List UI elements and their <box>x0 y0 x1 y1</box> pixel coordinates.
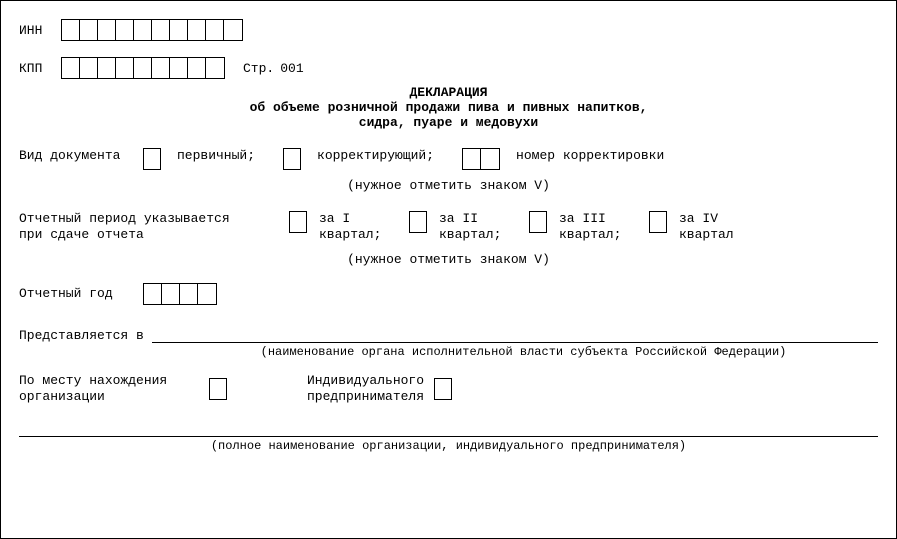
present-label: Представляется в <box>19 328 144 343</box>
title-line3: сидра, пуаре и медовухи <box>19 115 878 130</box>
org-name-caption: (полное наименование организации, индиви… <box>19 439 878 453</box>
q1-l1: за I <box>319 211 389 227</box>
period-label: Отчетный период указывается при сдаче от… <box>19 211 269 244</box>
org-l2: организации <box>19 389 199 405</box>
inn-row: ИНН <box>19 19 878 41</box>
year-cells[interactable] <box>143 283 217 305</box>
present-caption: (наименование органа исполнительной влас… <box>19 345 878 359</box>
q3-l1: за III <box>559 211 629 227</box>
org-l1: По месту нахождения <box>19 373 199 389</box>
correction-num-cells[interactable] <box>462 148 500 170</box>
present-row: Представляется в <box>19 327 878 343</box>
title-line1: ДЕКЛАРАЦИЯ <box>19 85 878 100</box>
page-label: Стр. <box>243 61 274 76</box>
org-label: По месту нахождения организации <box>19 373 199 406</box>
period-note: (нужное отметить знаком V) <box>19 252 878 267</box>
org-name-underline[interactable] <box>19 423 878 437</box>
doc-type-row: Вид документа первичный; корректирующий;… <box>19 148 878 170</box>
title-line2: об объеме розничной продажи пива и пивны… <box>19 100 878 115</box>
present-underline[interactable] <box>152 327 878 343</box>
doc-type-label: Вид документа <box>19 148 137 163</box>
kpp-label: КПП <box>19 61 61 76</box>
org-checkbox[interactable] <box>209 378 227 400</box>
ip-label: Индивидуального предпринимателя <box>307 373 424 406</box>
q4-checkbox[interactable] <box>649 211 667 233</box>
period-row: Отчетный период указывается при сдаче от… <box>19 211 878 244</box>
ip-checkbox[interactable] <box>434 378 452 400</box>
primary-label: первичный; <box>177 148 255 163</box>
period-label-l2: при сдаче отчета <box>19 227 269 243</box>
year-row: Отчетный год <box>19 283 878 305</box>
q3-checkbox[interactable] <box>529 211 547 233</box>
correcting-label: корректирующий; <box>317 148 434 163</box>
location-row: По месту нахождения организации Индивиду… <box>19 373 878 406</box>
doc-type-note: (нужное отметить знаком V) <box>19 178 878 193</box>
q4-l2: квартал <box>679 227 734 243</box>
correction-num-label: номер корректировки <box>516 148 664 163</box>
q3-l2: квартал; <box>559 227 629 243</box>
q1-checkbox[interactable] <box>289 211 307 233</box>
page-number: 001 <box>280 61 303 76</box>
inn-label: ИНН <box>19 23 61 38</box>
q2-checkbox[interactable] <box>409 211 427 233</box>
q2-l2: квартал; <box>439 227 509 243</box>
q1-label: за I квартал; <box>319 211 389 244</box>
q3-label: за III квартал; <box>559 211 629 244</box>
q2-l1: за II <box>439 211 509 227</box>
ip-l2: предпринимателя <box>307 389 424 405</box>
year-label: Отчетный год <box>19 286 137 301</box>
title-block: ДЕКЛАРАЦИЯ об объеме розничной продажи п… <box>19 85 878 130</box>
correcting-checkbox[interactable] <box>283 148 301 170</box>
kpp-row: КПП Стр. 001 <box>19 57 878 79</box>
kpp-cells[interactable] <box>61 57 225 79</box>
primary-checkbox[interactable] <box>143 148 161 170</box>
period-label-l1: Отчетный период указывается <box>19 211 269 227</box>
q2-label: за II квартал; <box>439 211 509 244</box>
inn-cells[interactable] <box>61 19 243 41</box>
form-page: ИНН КПП Стр. 001 ДЕКЛАРАЦИЯ об объеме ро… <box>0 0 897 539</box>
q4-l1: за IV <box>679 211 734 227</box>
q4-label: за IV квартал <box>679 211 734 244</box>
ip-l1: Индивидуального <box>307 373 424 389</box>
q1-l2: квартал; <box>319 227 389 243</box>
